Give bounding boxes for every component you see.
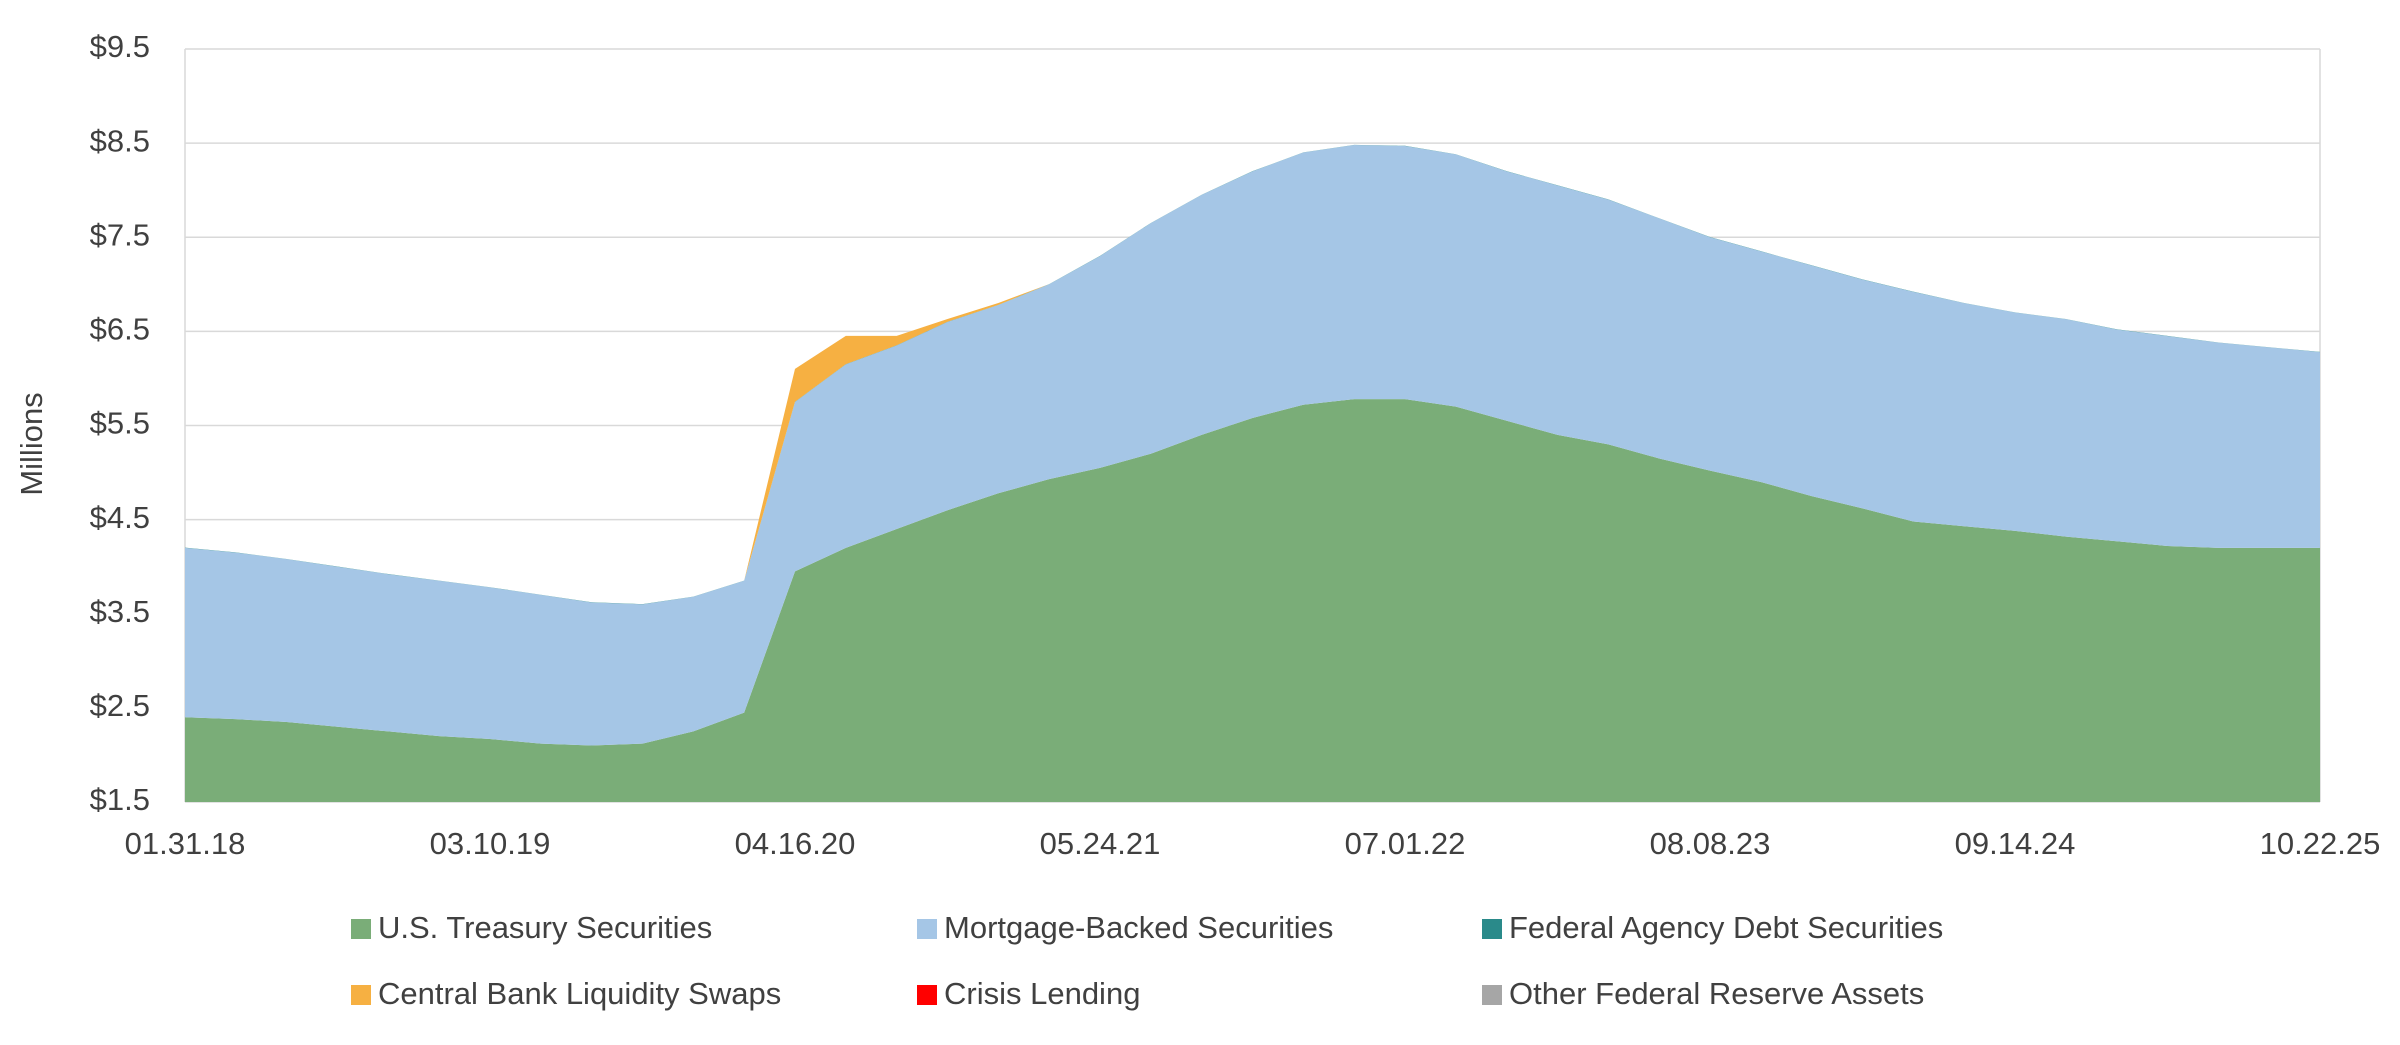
y-tick-label: $1.5 bbox=[90, 782, 150, 817]
legend-label: Federal Agency Debt Securities bbox=[1509, 910, 1943, 945]
x-tick-label: 09.14.24 bbox=[1955, 826, 2076, 861]
area bbox=[185, 399, 2320, 802]
y-tick-label: $3.5 bbox=[90, 594, 150, 629]
legend-swatch bbox=[1482, 919, 1502, 939]
legend-label: Central Bank Liquidity Swaps bbox=[378, 976, 781, 1011]
x-tick-label: 07.01.22 bbox=[1345, 826, 1466, 861]
legend-label: Crisis Lending bbox=[944, 976, 1140, 1011]
areas bbox=[185, 144, 2320, 802]
area bbox=[185, 145, 2320, 746]
x-tick-label: 05.24.21 bbox=[1040, 826, 1161, 861]
y-tick-label: $2.5 bbox=[90, 688, 150, 723]
y-tick-label: $7.5 bbox=[90, 217, 150, 252]
legend-swatch bbox=[917, 919, 937, 939]
legend-label: Mortgage-Backed Securities bbox=[944, 910, 1333, 945]
x-tick-label: 10.22.25 bbox=[2260, 826, 2381, 861]
legend-label: U.S. Treasury Securities bbox=[378, 910, 712, 945]
y-tick-label: $6.5 bbox=[90, 312, 150, 347]
legend-swatch bbox=[917, 985, 937, 1005]
y-axis-label: Millions bbox=[14, 392, 49, 495]
y-tick-label: $8.5 bbox=[90, 123, 150, 158]
x-tick-label: 04.16.20 bbox=[735, 826, 856, 861]
legend-swatch bbox=[1482, 985, 1502, 1005]
x-tick-label: 01.31.18 bbox=[125, 826, 246, 861]
axes: $1.5 $2.5 $3.5 $4.5 $5.5 $6.5 $7.5 $8.5 $9.5 01.3… bbox=[90, 29, 2381, 861]
y-tick-label: $4.5 bbox=[90, 500, 150, 535]
y-tick-label: $9.5 bbox=[90, 29, 150, 64]
x-tick-label: 08.08.23 bbox=[1650, 826, 1771, 861]
y-tick-label: $5.5 bbox=[90, 406, 150, 441]
legend-swatch bbox=[351, 985, 371, 1005]
legend-label: Other Federal Reserve Assets bbox=[1509, 976, 1924, 1011]
x-tick-label: 03.10.19 bbox=[430, 826, 551, 861]
legend-swatch bbox=[351, 919, 371, 939]
